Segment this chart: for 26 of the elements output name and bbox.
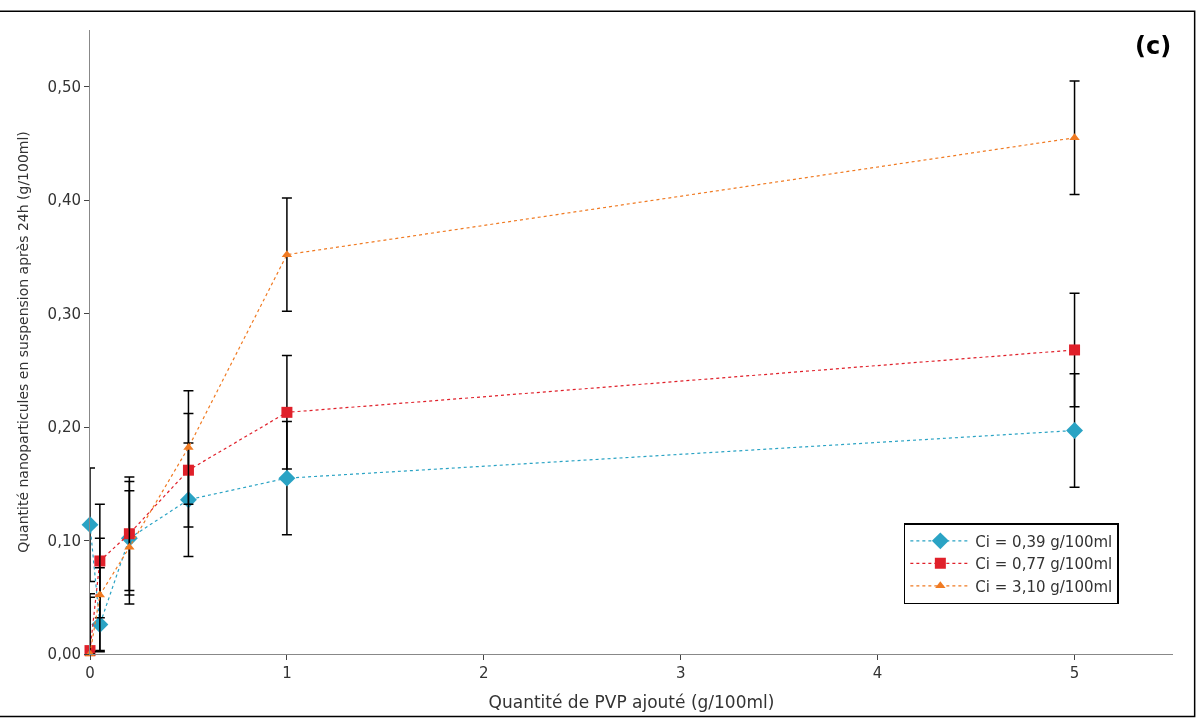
y-tick-label: 0,50 bbox=[47, 77, 81, 96]
x-axis-title: Quantité de PVP ajouté (g/100ml) bbox=[488, 692, 775, 713]
point bbox=[182, 464, 194, 476]
point bbox=[1066, 422, 1083, 439]
y-tick-label: 0,20 bbox=[47, 418, 81, 437]
point bbox=[281, 406, 293, 418]
point bbox=[81, 516, 99, 534]
y-tick-label: 0,10 bbox=[47, 531, 81, 550]
y-tick-label: 0,00 bbox=[47, 645, 81, 664]
point bbox=[278, 469, 296, 487]
legend-label: Ci = 0,39 g/100ml bbox=[975, 532, 1113, 551]
point bbox=[1069, 133, 1080, 141]
y-tick-label: 0,30 bbox=[47, 304, 81, 323]
legend-label: Ci = 3,10 g/100ml bbox=[975, 577, 1113, 596]
point bbox=[124, 542, 135, 550]
x-tick-label: 1 bbox=[282, 664, 292, 682]
x-tick-label: 2 bbox=[479, 664, 489, 682]
x-tick-label: 5 bbox=[1069, 664, 1080, 682]
y-axis-title: Quantité nanoparticules en suspension après 24h (g/100ml) bbox=[15, 131, 32, 553]
point bbox=[1069, 344, 1081, 356]
legend-label: Ci = 0,77 g/100ml bbox=[975, 555, 1113, 574]
chart-title: (c) bbox=[1135, 32, 1172, 60]
x-tick-label: 3 bbox=[675, 664, 686, 682]
x-tick-label: 0 bbox=[85, 664, 95, 682]
y-tick-label: 0,40 bbox=[47, 191, 81, 210]
x-tick-label: 4 bbox=[872, 664, 883, 682]
